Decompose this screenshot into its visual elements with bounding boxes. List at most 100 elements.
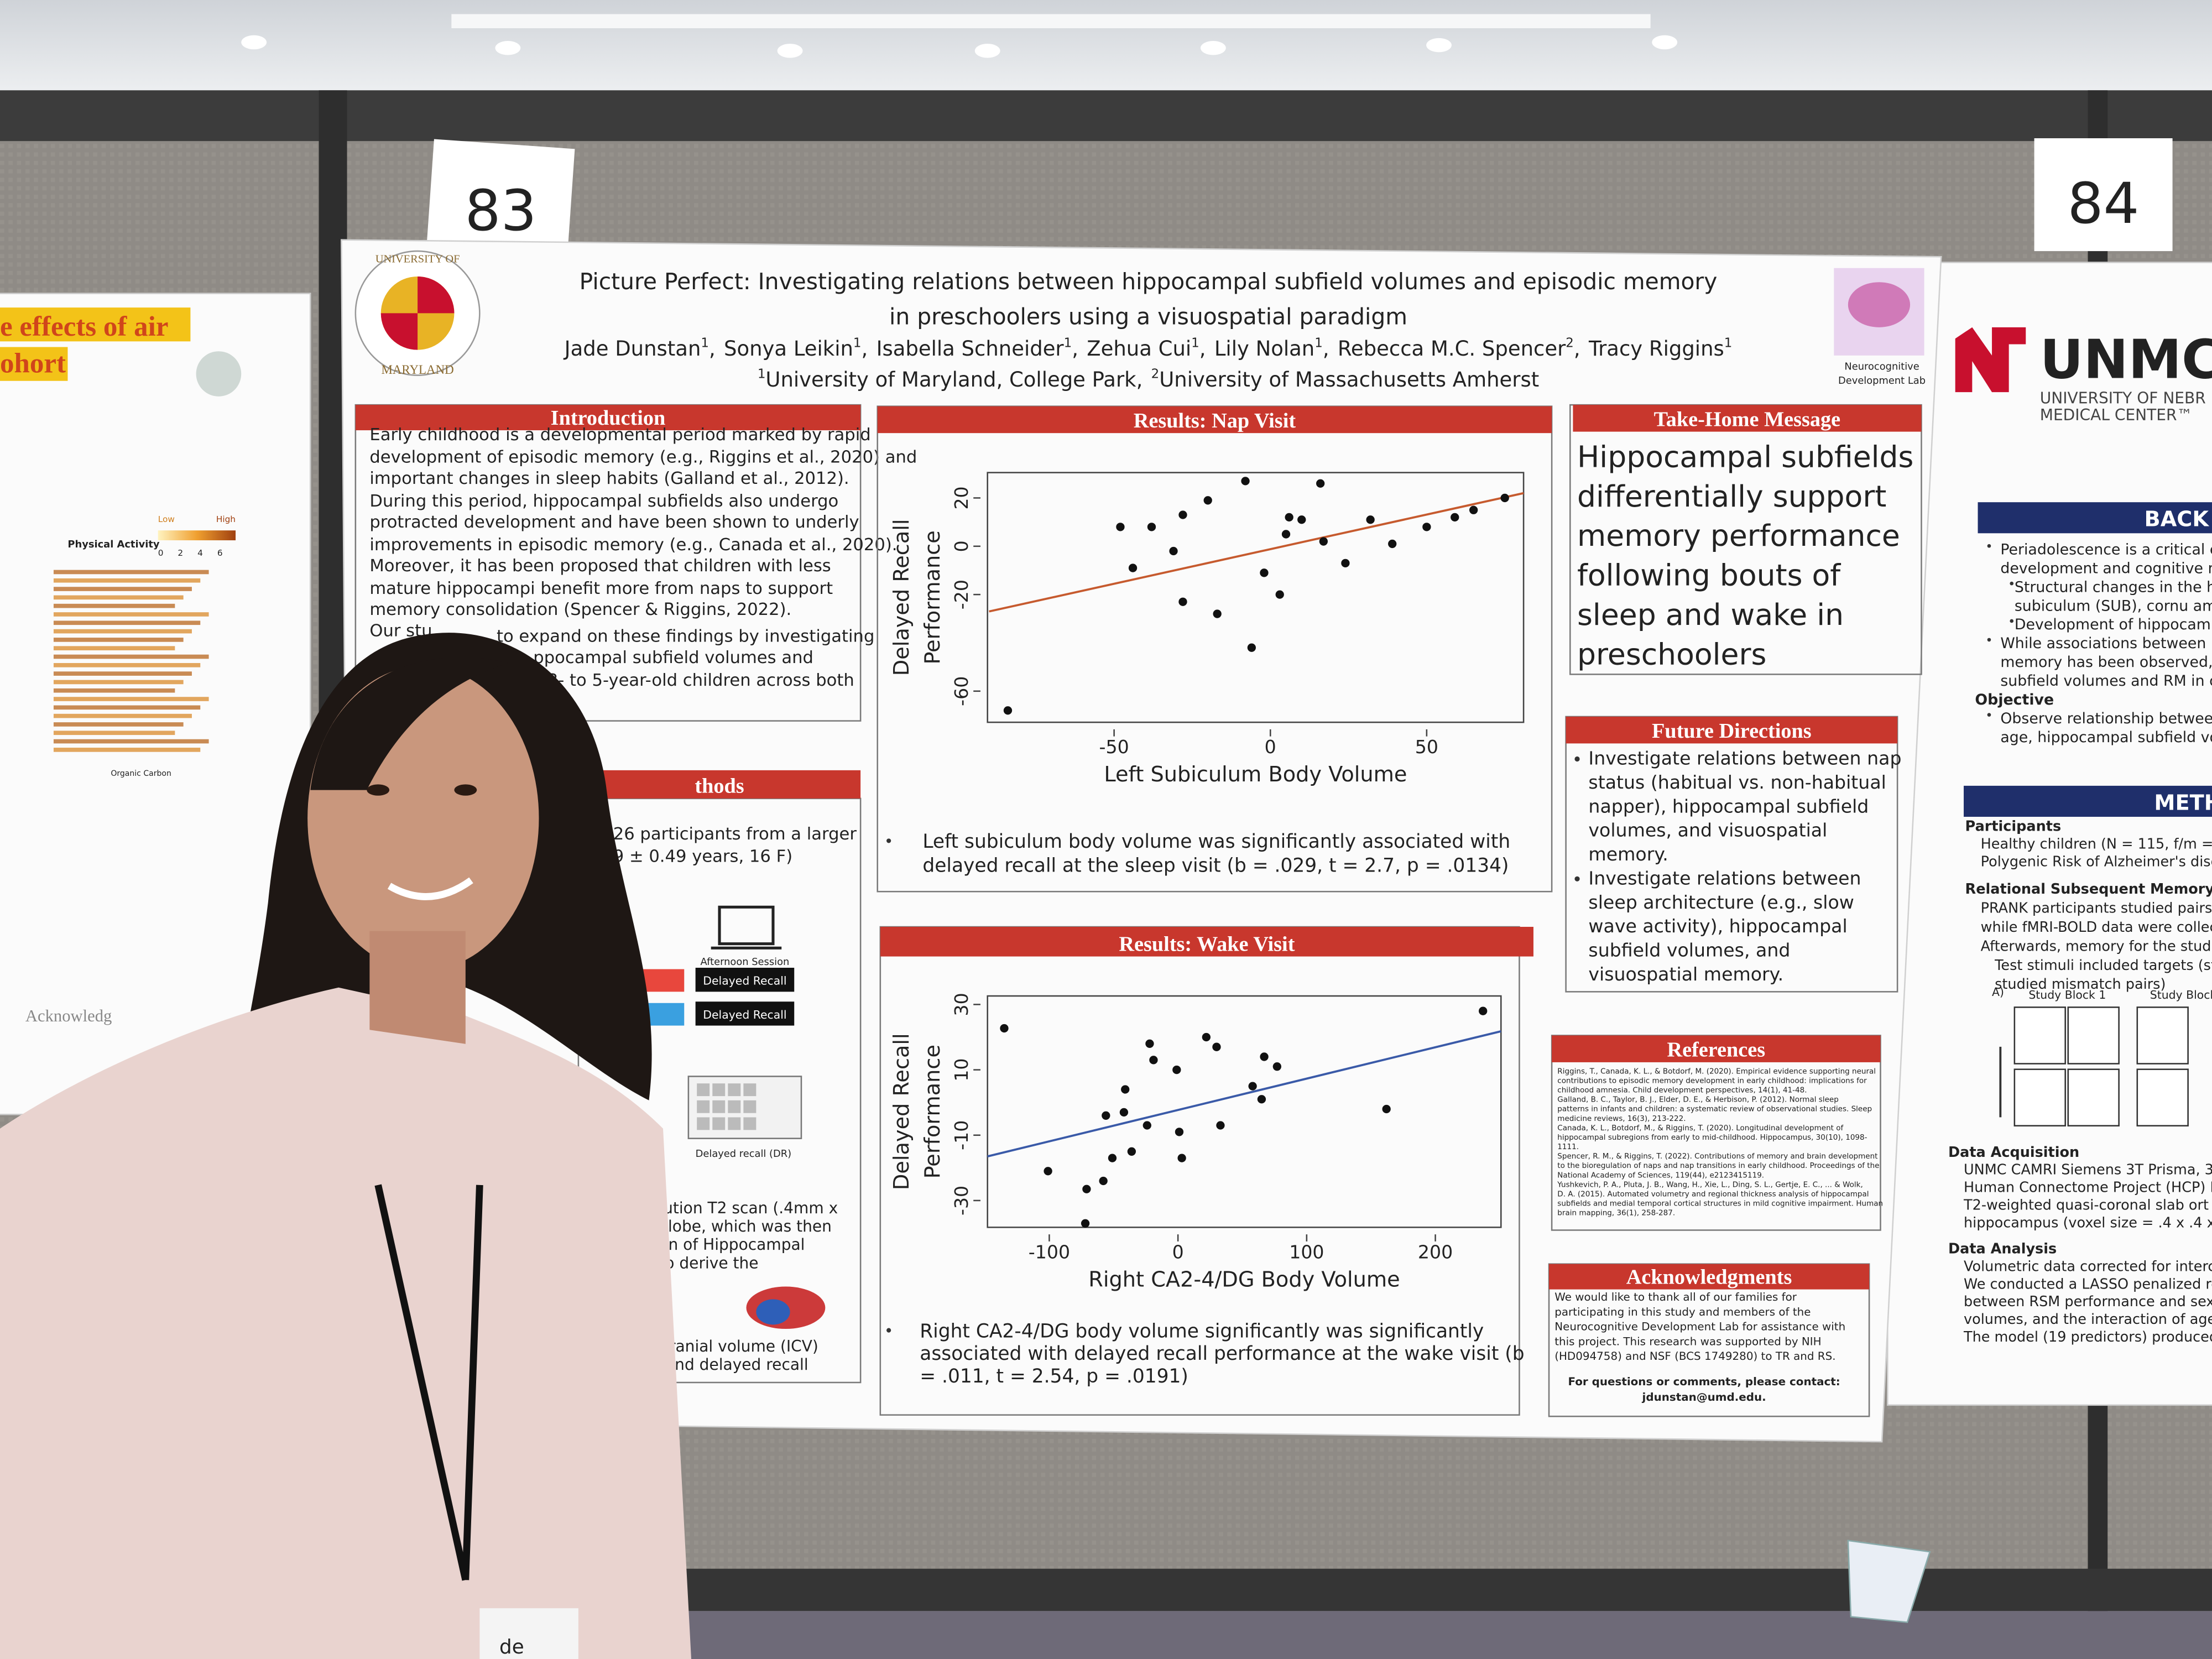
heatmap-row [53,662,201,667]
separator: , [862,337,868,361]
seal-text: MARYLAND [381,363,453,377]
heatmap-row [53,722,184,727]
section-heading: thods [695,775,744,798]
y-tick-label: 20 [951,486,972,509]
figure-label: A) [1992,985,2004,999]
smile [387,877,473,900]
contact-text: For questions or comments, please contac… [1568,1375,1840,1388]
legend-label: Low [158,514,175,524]
section-header [1552,1035,1881,1062]
data-point [1149,1056,1158,1065]
body-text: development of episodic memory (e.g., Ri… [369,448,917,467]
reference-text: 1111. [1557,1142,1579,1151]
data-point [1178,597,1187,606]
heatmap-row [53,646,175,651]
org-name: UNIVERSITY OF NEBR [2040,389,2206,408]
separator: , [1323,337,1329,361]
stimulus-card [2067,1068,2120,1126]
x-tick-label: -50 [1099,736,1129,758]
body-text: 3- to 5-year-old children across both [547,671,854,690]
heatmap-row [53,603,175,608]
body-text: important changes in sleep habits (Galla… [369,469,849,488]
body-text: sleep architecture (e.g., slow [1588,891,1854,913]
author-affiliation: 1 [1064,336,1072,351]
y-tick-label: -30 [951,1186,972,1215]
data-point [1500,493,1509,503]
data-point [1479,1006,1488,1015]
body-text: During this period, hippocampal subfield… [369,492,838,511]
left-poster-title: e effects of air [0,311,168,342]
affiliation-number: 1 [758,367,766,382]
heatmap-row [53,731,175,735]
left-ack-heading: Acknowledg [25,1006,112,1025]
body-text: mature hippocampi benefit more from naps… [369,579,833,598]
body-text: while fMRI-BOLD data were collect [1981,919,2212,936]
ceiling-light [1426,38,1452,53]
heatmap-row [53,570,209,575]
grid-cell [743,1100,757,1113]
section-header [1573,405,1922,432]
section-heading: References [1667,1039,1765,1062]
take-home-text: following bouts of [1577,558,1841,593]
x-axis-label: Left Subiculum Body Volume [1104,762,1407,787]
body-text: Polygenic Risk of Alzheimer's dise [1981,853,2212,870]
reference-text: brain mapping, 36(1), 258-287. [1557,1209,1675,1218]
data-point [1177,1154,1186,1162]
x-tick-label: -100 [1029,1241,1070,1263]
contact-text: jdunstan@umd.edu. [1642,1391,1766,1404]
x-tick-label: 200 [1418,1241,1453,1263]
reference-text: Riggins, T., Canada, K. L., & Botdorf, M… [1557,1067,1876,1076]
body-text: development and cognitive mat [2000,560,2212,577]
author-name: Tracy Riggins [1588,337,1724,361]
recall-label: Delayed Recall [703,1008,786,1021]
recall-box [695,968,795,992]
body-text: Healthy children (N = 115, f/m = 5 [1981,836,2212,852]
section-header [1566,716,1898,744]
data-point [1108,1154,1117,1162]
grid-cell [697,1100,710,1113]
heatmap-row [53,620,201,625]
data-point [1285,513,1293,522]
author-name: Rebecca M.C. Spencer [1338,337,1566,361]
data-point [1128,564,1138,572]
figure-label: Afternoon Session [701,956,790,968]
affiliation-name: University of Massachusetts Amherst [1159,368,1539,392]
bullet [1987,638,1991,642]
section-header [1978,502,2212,534]
data-point [1142,1121,1151,1130]
data-point [1281,530,1291,539]
caption: associated with delayed recall performan… [920,1343,1524,1365]
data-point [1451,513,1459,522]
x-axis-label: Organic Carbon [111,769,171,778]
data-point [1213,609,1222,618]
legend-tick-label: 4 [197,548,203,558]
body-text: age, hippocampal subfield volum [2000,729,2212,746]
left-poster-title: ohort [0,348,66,379]
reference-text: Galland, B. C., Taylor, B. J., Elder, D.… [1557,1095,1839,1104]
data-point [1082,1185,1091,1193]
x-tick-label: 0 [1172,1241,1184,1263]
booth-number: 83 [465,178,537,244]
ceiling-light [1652,35,1678,50]
reference-text: National Academy of Sciences, 119(44), e… [1557,1171,1764,1180]
author-name: Lily Nolan [1214,337,1314,361]
brain-image [756,1299,790,1325]
reference-text: D. A. (2015). Automated volumetry and re… [1557,1190,1869,1199]
data-point [1216,1121,1225,1130]
y-tick-label: -20 [951,580,972,609]
plot-frame [987,995,1502,1228]
take-home-text: preschoolers [1577,637,1766,672]
heatmap-row [53,748,201,752]
heatmap-row [53,629,192,634]
section-header [1964,785,2212,817]
section-heading: Acknowledgments [1626,1265,1792,1288]
affiliation-number: 2 [1151,367,1160,382]
body-text: While associations between hip [2000,635,2212,652]
body-text: Investigate relations between nap [1588,748,1901,769]
bullet [1574,756,1580,762]
reference-text: patterns in infants and children: a syst… [1557,1105,1872,1114]
separator: , [709,337,716,361]
data-point [1319,537,1328,546]
data-point [1469,505,1478,514]
data-point [1116,523,1125,531]
